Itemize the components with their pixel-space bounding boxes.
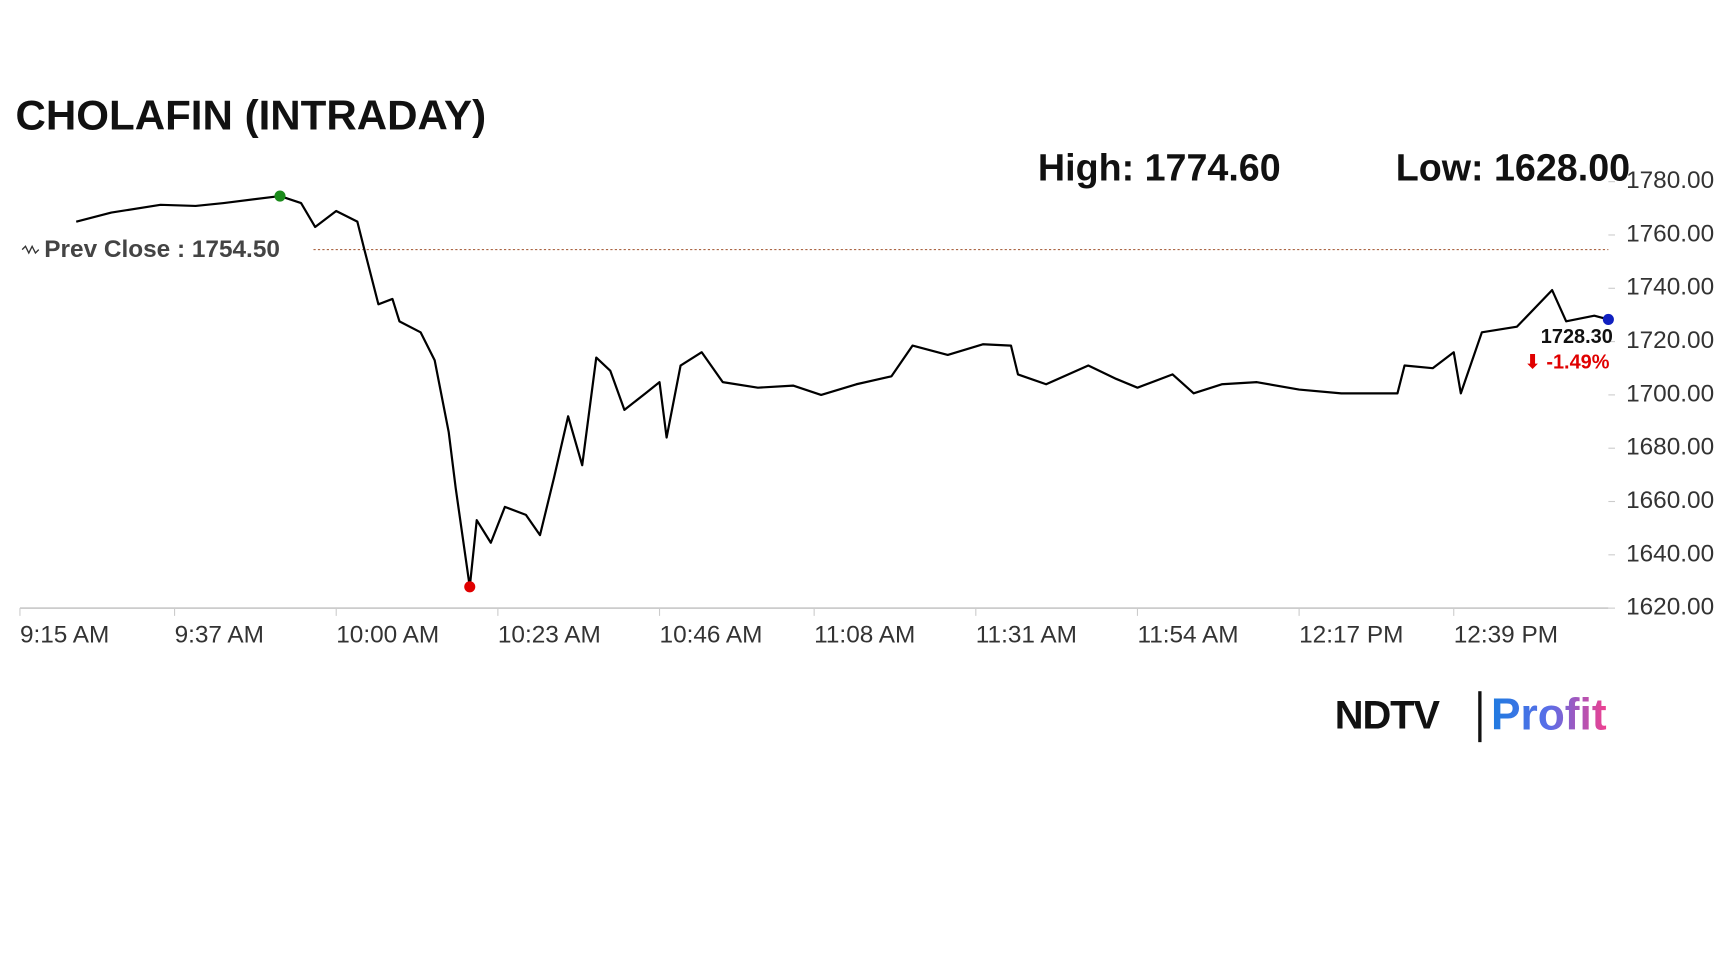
y-tick-label: 1740.00 [1626,274,1714,301]
y-tick-label: 1760.00 [1626,220,1714,247]
prev-close-label: Prev Close : 1754.50 [44,236,280,263]
x-tick-label: 11:08 AM [814,621,915,648]
x-tick-label: 11:31 AM [976,621,1077,648]
x-tick-label: 10:00 AM [336,621,439,648]
y-tick-label: 1700.00 [1626,380,1714,407]
logo-ndtv: NDTV [1335,693,1441,737]
y-tick-label: 1720.00 [1626,327,1714,354]
y-tick-label: 1640.00 [1626,540,1714,567]
prev-close-icon [21,244,40,255]
change: ⬇ -1.49% [1524,352,1610,374]
x-tick-label: 10:23 AM [498,621,601,648]
x-tick-label: 9:37 AM [175,621,264,648]
y-tick-label: 1620.00 [1626,594,1714,621]
chart-title: CHOLAFIN (INTRADAY) [16,92,487,139]
x-tick-label: 9:15 AM [20,621,109,648]
price-line [75,194,1609,588]
high-label: High: 1774.60 [1038,147,1281,189]
x-tick-label: 11:54 AM [1137,621,1238,648]
y-tick-label: 1780.00 [1626,167,1714,194]
low-label: Low: 1628.00 [1396,147,1630,189]
x-tick-label: 12:39 PM [1454,621,1558,648]
last-marker [1602,313,1614,326]
y-tick-label: 1660.00 [1626,487,1714,514]
x-tick-label: 12:17 PM [1299,621,1403,648]
high-marker [274,190,286,202]
low-marker [464,581,476,593]
logo-profit: Profit [1491,690,1607,739]
y-tick-label: 1680.00 [1626,434,1714,461]
x-tick-label: 10:46 AM [660,621,763,648]
last-price: 1728.30 [1541,326,1613,348]
